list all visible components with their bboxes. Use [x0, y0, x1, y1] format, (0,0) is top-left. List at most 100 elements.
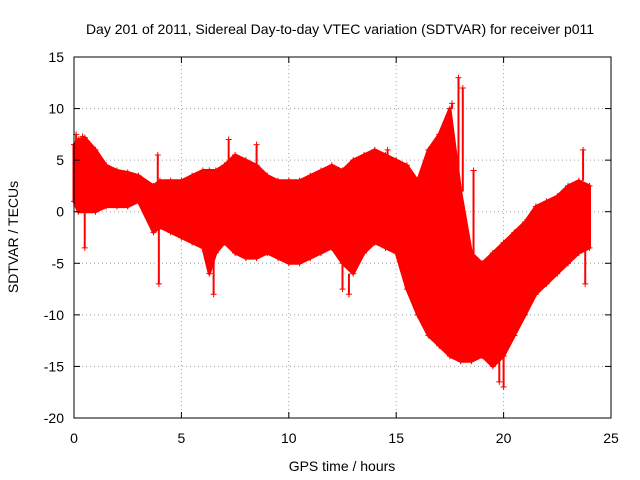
data-point [479, 353, 486, 360]
data-point [350, 157, 357, 164]
chart-title: Day 201 of 2011, Sidereal Day-to-day VTE… [86, 21, 594, 37]
data-point [522, 311, 529, 318]
data-point [468, 358, 475, 365]
data-point-outlier [440, 126, 447, 133]
data-point [403, 162, 410, 169]
data-point [371, 239, 378, 246]
data-point-outlier [210, 291, 217, 298]
data-point [199, 244, 206, 251]
data-point [446, 353, 453, 360]
data-point [425, 146, 432, 153]
data-point-outlier [253, 141, 260, 148]
y-tick-label: 5 [56, 152, 64, 168]
data-point [511, 332, 518, 339]
y-tick-label: -15 [44, 358, 64, 374]
data-point [307, 255, 314, 262]
data-point [212, 167, 219, 174]
data-point [350, 270, 357, 277]
data-point [113, 167, 120, 174]
data-point [371, 146, 378, 153]
data-point [489, 249, 496, 256]
data-point-outlier [79, 133, 86, 140]
data-point [212, 249, 219, 256]
data-point [328, 162, 335, 169]
data-point [425, 332, 432, 339]
data-point [242, 255, 249, 262]
data-point [232, 249, 239, 256]
data-point [457, 358, 464, 365]
data-point [221, 239, 228, 246]
data-envelope [72, 107, 591, 368]
data-point [285, 177, 292, 184]
axis-ticks: 0 5 10 15 20 25 15 10 5 0 -5 -10 -15 -20 [44, 49, 619, 446]
data-point [296, 260, 303, 267]
data-point [457, 188, 464, 195]
data-point [275, 177, 282, 184]
x-tick-label: 25 [603, 430, 619, 446]
x-tick-label: 5 [178, 430, 186, 446]
data-point [403, 286, 410, 293]
y-tick-label: 15 [48, 49, 64, 65]
data-band [72, 107, 591, 368]
data-point [543, 198, 550, 205]
data-point-outlier [455, 74, 462, 81]
data-point [199, 167, 206, 174]
data-point [103, 162, 110, 169]
data-point [206, 167, 213, 174]
data-point [565, 260, 572, 267]
data-point-outlier [580, 146, 587, 153]
data-point [189, 172, 196, 179]
data-point [575, 177, 582, 184]
data-point [436, 131, 443, 138]
data-point [532, 291, 539, 298]
data-point [264, 172, 271, 179]
data-point [264, 249, 271, 256]
y-axis-label: SDTVAR / TECUs [5, 181, 21, 293]
data-point [393, 249, 400, 256]
data-point [565, 182, 572, 189]
y-tick-label: 10 [48, 101, 64, 117]
data-point [586, 182, 593, 189]
data-point [178, 177, 185, 184]
data-point-outlier [384, 146, 391, 153]
data-point [414, 177, 421, 184]
data-point-outlier [459, 84, 466, 91]
data-point-outlier [470, 167, 477, 174]
data-point-outlier [582, 280, 589, 287]
data-point [189, 239, 196, 246]
data-point [318, 167, 325, 174]
data-point [253, 255, 260, 262]
data-point [135, 198, 142, 205]
y-tick-label: -20 [44, 410, 64, 426]
data-point [232, 151, 239, 158]
plot-frame [73, 56, 612, 419]
data-point [92, 146, 99, 153]
data-point [328, 244, 335, 251]
data-point [339, 167, 346, 174]
data-point [318, 249, 325, 256]
data-point [242, 157, 249, 164]
data-point [135, 172, 142, 179]
x-tick-label: 20 [496, 430, 512, 446]
data-point [150, 182, 157, 189]
data-point-outlier [496, 378, 503, 385]
y-tick-label: -5 [52, 255, 65, 271]
data-point [554, 193, 561, 200]
data-point [92, 208, 99, 215]
data-point [414, 311, 421, 318]
data-point-outlier [449, 100, 456, 107]
data-point [554, 270, 561, 277]
x-tick-label: 15 [388, 430, 404, 446]
data-point [360, 151, 367, 158]
data-point-outlier [154, 151, 161, 158]
data-point [307, 172, 314, 179]
y-tick-label: 0 [56, 204, 64, 220]
data-point [150, 229, 157, 236]
data-point [382, 244, 389, 251]
data-point [221, 162, 228, 169]
data-point [511, 229, 518, 236]
data-point [532, 203, 539, 210]
data-point [178, 234, 185, 241]
data-point [360, 249, 367, 256]
